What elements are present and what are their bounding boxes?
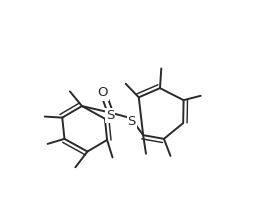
Text: S: S [128, 115, 136, 128]
Text: O: O [97, 86, 108, 99]
Text: S: S [106, 109, 114, 122]
